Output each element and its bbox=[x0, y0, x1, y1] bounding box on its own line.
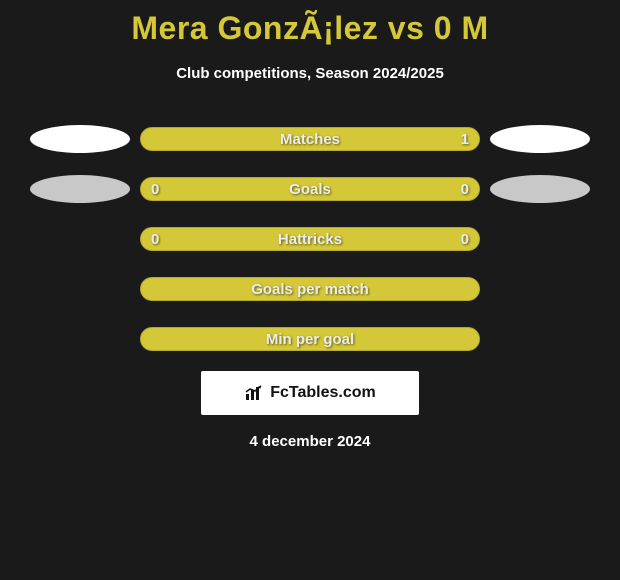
stat-bar: 0 Goals 0 bbox=[140, 177, 480, 201]
stat-row: 0 Goals 0 bbox=[0, 175, 620, 203]
stat-label: Hattricks bbox=[278, 231, 342, 248]
stat-bar: Min per goal bbox=[140, 327, 480, 351]
right-ellipse bbox=[490, 125, 590, 153]
stat-label: Matches bbox=[280, 131, 340, 148]
stat-right-value: 0 bbox=[461, 228, 469, 250]
left-ellipse bbox=[30, 175, 130, 203]
stat-left-value: 0 bbox=[151, 178, 159, 200]
subtitle: Club competitions, Season 2024/2025 bbox=[0, 65, 620, 82]
date: 4 december 2024 bbox=[0, 433, 620, 450]
stat-bar: Matches 1 bbox=[140, 127, 480, 151]
stat-left-value: 0 bbox=[151, 228, 159, 250]
stat-right-value: 1 bbox=[461, 128, 469, 150]
right-ellipse bbox=[490, 175, 590, 203]
stat-label: Goals per match bbox=[251, 281, 369, 298]
chart-icon bbox=[244, 384, 266, 402]
stat-bar: Goals per match bbox=[140, 277, 480, 301]
stat-row: Goals per match bbox=[0, 275, 620, 303]
brand-text: FcTables.com bbox=[270, 384, 376, 402]
stat-row: 0 Hattricks 0 bbox=[0, 225, 620, 253]
stat-right-value: 0 bbox=[461, 178, 469, 200]
page-title: Mera GonzÃ¡lez vs 0 M bbox=[0, 0, 620, 47]
stat-bar: 0 Hattricks 0 bbox=[140, 227, 480, 251]
left-ellipse bbox=[30, 125, 130, 153]
brand-box: FcTables.com bbox=[201, 371, 419, 415]
stats-rows: Matches 1 0 Goals 0 0 Hattricks 0 Goals per matc… bbox=[0, 125, 620, 450]
stat-row: Min per goal bbox=[0, 325, 620, 353]
stat-row: Matches 1 bbox=[0, 125, 620, 153]
stat-label: Goals bbox=[289, 181, 331, 198]
stat-label: Min per goal bbox=[266, 331, 354, 348]
